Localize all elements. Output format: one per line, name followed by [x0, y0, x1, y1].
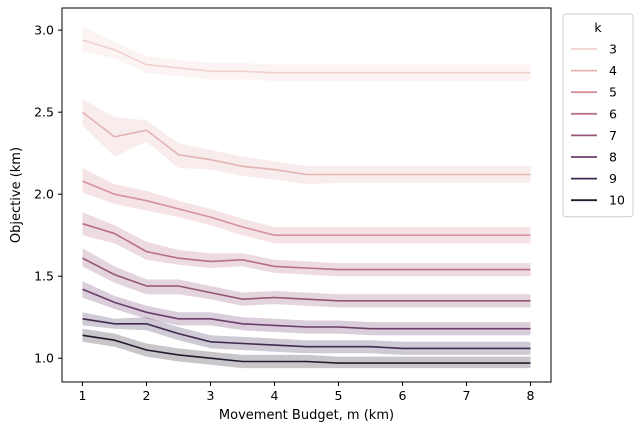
y-tick-label: 1.5	[34, 269, 54, 284]
y-tick-label: 3.0	[34, 23, 54, 38]
legend-label-k4: 4	[609, 63, 617, 78]
line-k9	[82, 318, 531, 350]
x-axis-label: Movement Budget, m (km)	[219, 408, 394, 423]
y-tick-label: 2.0	[34, 187, 54, 202]
band-k4	[82, 99, 531, 185]
band-k6	[82, 212, 531, 277]
x-tick-label: 3	[207, 388, 215, 403]
band-k3	[82, 26, 531, 81]
plot-frame	[61, 7, 552, 383]
x-tick-label: 4	[271, 388, 279, 403]
y-axis-label: Objective (km)	[9, 147, 24, 243]
x-tick-label: 1	[79, 388, 87, 403]
line-k6	[82, 222, 531, 271]
band-k10	[82, 328, 531, 369]
legend-box	[562, 13, 634, 218]
legend-label-k3: 3	[609, 42, 617, 57]
line-k5	[82, 180, 531, 236]
series-lines	[82, 39, 531, 364]
y-axis-ticks: 1.0 1.5 2.0 2.5 3.0	[34, 23, 62, 366]
line-k4	[82, 111, 531, 176]
legend-label-k6: 6	[609, 106, 617, 121]
x-tick-label: 7	[463, 388, 471, 403]
line-k7	[82, 257, 531, 302]
x-tick-label: 8	[527, 388, 535, 403]
band-k8	[82, 281, 531, 336]
legend-label-k9: 9	[609, 171, 617, 186]
band-k9	[82, 312, 531, 355]
legend-label-k8: 8	[609, 150, 617, 165]
y-tick-label: 2.5	[34, 105, 54, 120]
legend-label-k5: 5	[609, 85, 617, 100]
y-tick-label: 1.0	[34, 351, 54, 366]
x-tick-label: 5	[335, 388, 343, 403]
x-tick-label: 2	[143, 388, 151, 403]
legend-title: k	[594, 20, 602, 35]
x-tick-label: 6	[399, 388, 407, 403]
line-k8	[82, 288, 531, 330]
legend-items: 3 4 5 6 7 8 9 10	[571, 42, 625, 208]
x-axis-ticks: 1 2 3 4 5 6 7 8	[79, 382, 535, 403]
legend-label-k10: 10	[609, 193, 625, 208]
confidence-bands	[82, 26, 531, 369]
legend-label-k7: 7	[609, 128, 617, 143]
line-k10	[82, 334, 531, 364]
line-k3	[82, 39, 531, 74]
band-k7	[82, 248, 531, 308]
legend: k 3 4 5 6 7 8 9 10	[562, 13, 634, 218]
